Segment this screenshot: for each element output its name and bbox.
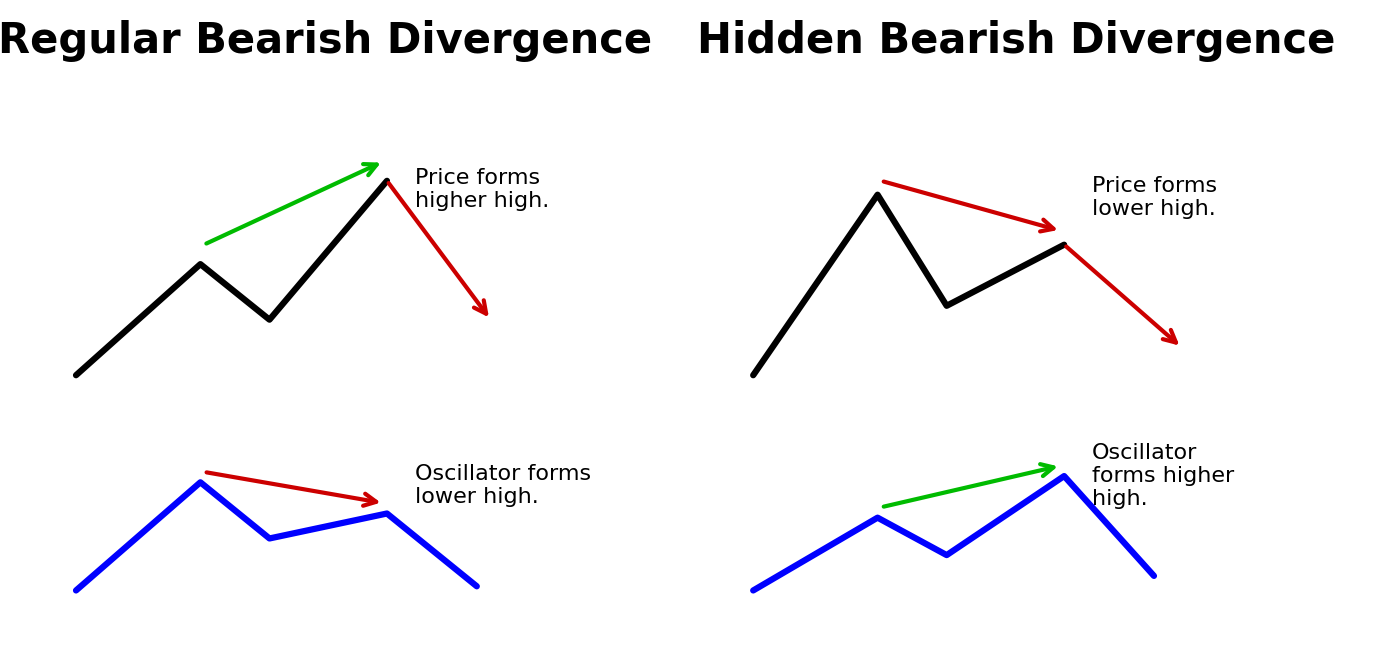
Text: Oscillator forms
lower high.: Oscillator forms lower high. xyxy=(415,464,590,507)
Text: Price forms
lower high.: Price forms lower high. xyxy=(1092,176,1218,219)
Text: Price forms
higher high.: Price forms higher high. xyxy=(415,168,549,211)
Text: Oscillator
forms higher
high.: Oscillator forms higher high. xyxy=(1092,443,1234,509)
Text: Regular Bearish Divergence: Regular Bearish Divergence xyxy=(0,20,652,62)
Text: Hidden Bearish Divergence: Hidden Bearish Divergence xyxy=(697,20,1335,62)
